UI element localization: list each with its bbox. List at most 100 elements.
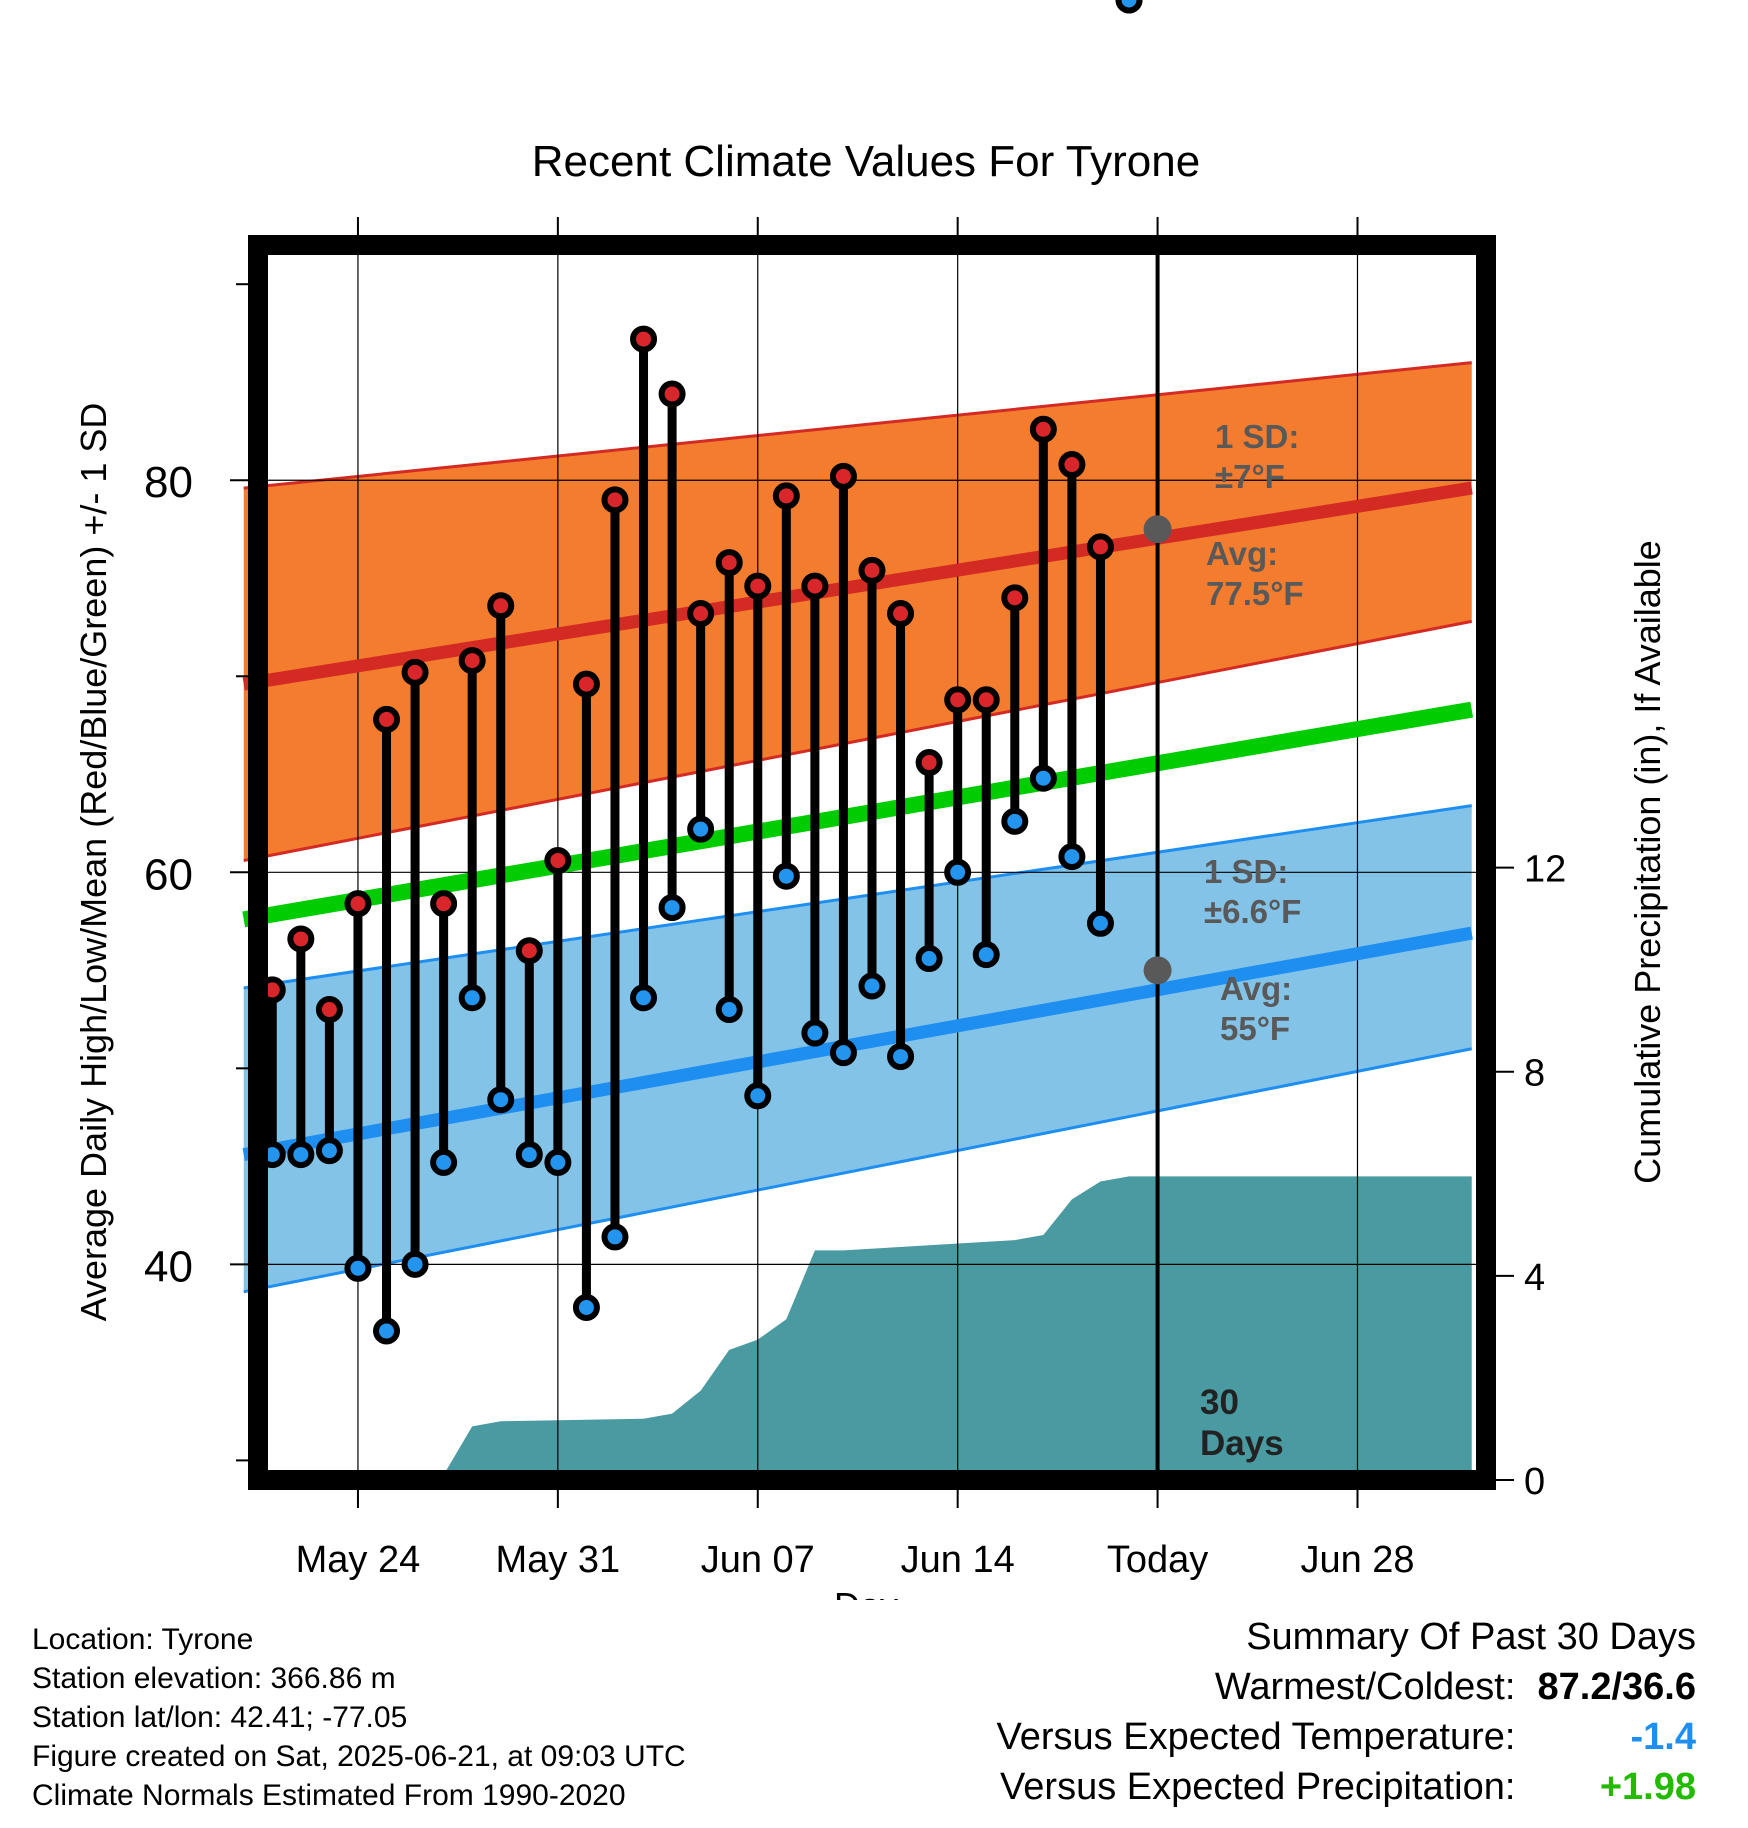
x-tick-label: Jun 28 <box>1300 1539 1414 1581</box>
low-point <box>829 1039 857 1067</box>
high-point <box>1001 584 1029 612</box>
station-info: Location: Tyrone Station elevation: 366.… <box>32 1620 686 1815</box>
high-point <box>687 600 715 628</box>
high-sd-lower-edge <box>243 619 1473 863</box>
summary-warmest-row: Warmest/Coldest: 87.2/36.6 <box>997 1662 1696 1712</box>
x-tick-label: Today <box>1107 1539 1208 1581</box>
low-point <box>658 894 686 922</box>
high-point <box>373 705 401 733</box>
high-sd-annotation: 1 SD: <box>1215 418 1299 455</box>
y2-tick-label: 8 <box>1524 1053 1545 1095</box>
low-point <box>687 815 715 843</box>
low-point <box>1029 764 1057 792</box>
high-sd-band <box>243 362 1472 861</box>
high-point <box>829 462 857 490</box>
normals-text: Climate Normals Estimated From 1990-2020 <box>32 1779 626 1812</box>
high-point <box>944 686 972 714</box>
precip-deviation-label: Versus Expected Precipitation: <box>1000 1766 1516 1808</box>
x-tick-label: Jun 14 <box>901 1539 1015 1581</box>
today-high-avg-marker <box>1143 515 1172 544</box>
y2-tick-label: 0 <box>1524 1461 1545 1503</box>
y-tick-label: 80 <box>144 458 193 507</box>
low-point <box>401 1250 429 1278</box>
chart-title: Recent Climate Values For Tyrone <box>532 137 1200 186</box>
high-point <box>287 925 315 953</box>
low-point <box>801 1019 829 1047</box>
high-point <box>515 937 543 965</box>
summary-panel: Summary Of Past 30 Days Warmest/Coldest:… <box>997 1612 1696 1812</box>
high-point <box>887 600 915 628</box>
low-sd-annotation: ±6.6°F <box>1204 893 1301 930</box>
warmest-value: 87.2/36.6 <box>1537 1666 1696 1708</box>
high-point <box>801 572 829 600</box>
low-sd-annotation: 1 SD: <box>1204 853 1288 890</box>
high-point <box>344 890 372 918</box>
temp-deviation-label: Versus Expected Temperature: <box>996 1716 1516 1758</box>
low-avg-annotation: Avg: <box>1220 970 1292 1007</box>
warmest-label: Warmest/Coldest: <box>1214 1666 1516 1708</box>
plot-frame <box>248 235 1496 1490</box>
high-point <box>630 325 658 353</box>
high-point <box>430 890 458 918</box>
summary-title: Summary Of Past 30 Days <box>1246 1616 1696 1658</box>
low-sd-upper-edge <box>243 804 1472 990</box>
low-point <box>315 1137 343 1165</box>
days-window-label: 30 <box>1200 1383 1239 1422</box>
y2-axis-label: Cumulative Precipitation (in), If Availa… <box>1627 540 1668 1184</box>
high-point <box>772 482 800 510</box>
high-point <box>1029 415 1057 443</box>
low-point <box>572 1293 600 1321</box>
location-text: Location: Tyrone <box>32 1623 254 1656</box>
low-point <box>373 1317 401 1345</box>
low-avg-line <box>242 926 1473 1161</box>
y2-tick-label: 4 <box>1524 1257 1545 1299</box>
low-point <box>430 1148 458 1176</box>
days-window-label: Days <box>1200 1424 1284 1463</box>
y-tick-label: 40 <box>144 1242 193 1291</box>
climate-chart: Recent Climate Values For Tyrone 1 SD:±7… <box>73 0 1668 1600</box>
low-point <box>515 1141 543 1169</box>
latlon-text: Station lat/lon: 42.41; -77.05 <box>32 1701 408 1734</box>
created-text: Figure created on Sat, 2025-06-21, at 09… <box>32 1740 686 1773</box>
high-point <box>715 549 743 577</box>
high-point <box>315 996 343 1024</box>
summary-precip-row: Versus Expected Precipitation: +1.98 <box>997 1762 1696 1812</box>
low-point <box>544 1148 572 1176</box>
today-low-avg-marker <box>1143 956 1172 985</box>
x-axis-label: Day <box>834 1585 898 1600</box>
low-point <box>944 858 972 886</box>
precip-deviation-value: +1.98 <box>1599 1766 1696 1808</box>
high-point <box>1086 533 1114 561</box>
y-tick-label: 60 <box>144 850 193 899</box>
high-point <box>1058 451 1086 479</box>
x-tick-label: Jun 07 <box>701 1539 815 1581</box>
high-point <box>401 658 429 686</box>
high-point <box>915 749 943 777</box>
high-avg-annotation: 77.5°F <box>1206 575 1304 612</box>
low-avg-annotation: 55°F <box>1220 1010 1290 1047</box>
low-point <box>458 984 486 1012</box>
low-point <box>715 996 743 1024</box>
x-tick-label: May 31 <box>496 1539 621 1581</box>
low-point <box>772 862 800 890</box>
low-point <box>972 941 1000 969</box>
low-sd-lower-edge <box>243 1047 1473 1294</box>
high-point <box>572 670 600 698</box>
low-point <box>630 984 658 1012</box>
high-point <box>972 686 1000 714</box>
x-tick-label: May 24 <box>296 1539 421 1581</box>
summary-temp-row: Versus Expected Temperature: -1.4 <box>997 1712 1696 1762</box>
high-point <box>744 572 772 600</box>
low-point <box>487 1086 515 1114</box>
high-avg-annotation: Avg: <box>1206 535 1278 572</box>
low-point <box>1086 909 1114 937</box>
high-sd-annotation: ±7°F <box>1215 458 1285 495</box>
high-point <box>487 592 515 620</box>
low-point <box>287 1141 315 1169</box>
low-point <box>887 1043 915 1071</box>
high-sd-upper-edge <box>243 361 1472 490</box>
high-point <box>658 380 686 408</box>
temp-deviation-value: -1.4 <box>1630 1716 1696 1758</box>
y-axis-label: Average Daily High/Low/Mean (Red/Blue/Gr… <box>73 403 114 1322</box>
elevation-text: Station elevation: 366.86 m <box>32 1662 396 1695</box>
